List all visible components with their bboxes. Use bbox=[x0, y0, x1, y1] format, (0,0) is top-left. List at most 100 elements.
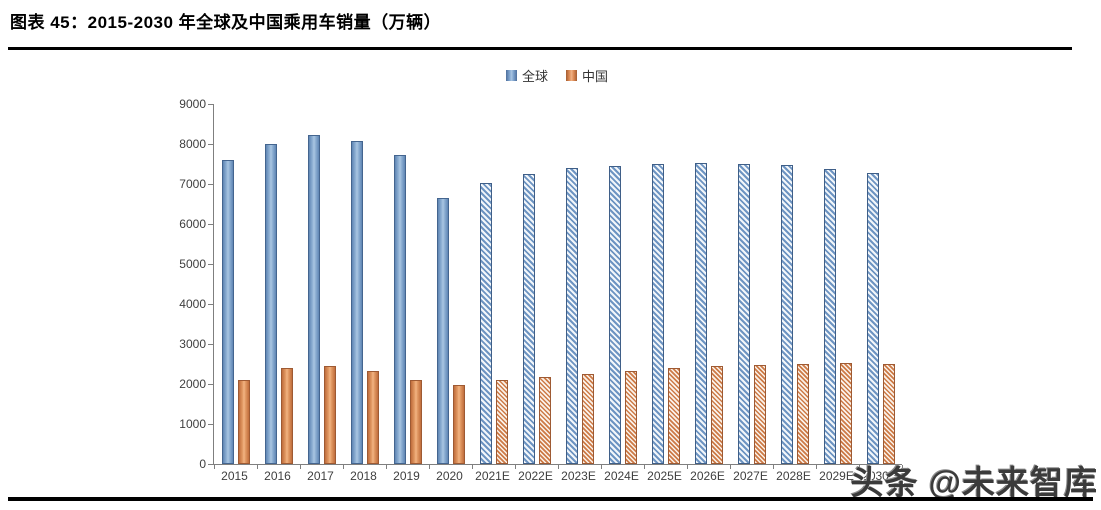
x-axis-label-2019: 2019 bbox=[393, 469, 420, 483]
x-axis-label-2025E: 2025E bbox=[647, 469, 682, 483]
x-tick-mark bbox=[428, 465, 430, 469]
bar-group-2015 bbox=[214, 104, 257, 464]
x-axis-label-2018: 2018 bbox=[350, 469, 377, 483]
bar-group-2025E bbox=[644, 104, 687, 464]
title-rule bbox=[8, 47, 1072, 50]
x-axis-label-2022E: 2022E bbox=[518, 469, 553, 483]
china-bar-2028E bbox=[796, 364, 809, 464]
x-tick-mark bbox=[815, 465, 817, 469]
global-bar-2027E bbox=[737, 164, 750, 464]
y-axis-tick-label: 4000 bbox=[179, 297, 206, 311]
bar-group-2016 bbox=[257, 104, 300, 464]
y-axis-tick-label: 3000 bbox=[179, 337, 206, 351]
china-bar-2030E bbox=[882, 364, 895, 464]
global-bar-2017 bbox=[307, 135, 320, 464]
y-axis-tick-label: 5000 bbox=[179, 257, 206, 271]
y-tick-mark bbox=[208, 223, 213, 225]
y-tick-mark bbox=[208, 263, 213, 265]
china-bar-2019 bbox=[409, 380, 422, 464]
bar-group-2028E bbox=[773, 104, 816, 464]
x-tick-mark bbox=[213, 465, 215, 469]
x-axis-labels: 2015 2016 2017 2018 2019 2020 2021E 2022E 2023E 2… bbox=[213, 469, 901, 483]
bar-group-2017 bbox=[300, 104, 343, 464]
x-axis-label-2016: 2016 bbox=[264, 469, 291, 483]
china-bar-2027E bbox=[753, 365, 766, 464]
global-bar-2024E bbox=[608, 166, 621, 464]
x-axis-label-2017: 2017 bbox=[307, 469, 334, 483]
x-axis-label-2015: 2015 bbox=[221, 469, 248, 483]
bar-group-2022E bbox=[515, 104, 558, 464]
x-tick-mark bbox=[600, 465, 602, 469]
x-tick-mark bbox=[729, 465, 731, 469]
y-tick-mark bbox=[208, 463, 213, 465]
bar-group-2029E bbox=[816, 104, 859, 464]
x-tick-mark bbox=[686, 465, 688, 469]
global-bar-2020 bbox=[436, 198, 449, 464]
x-tick-mark bbox=[385, 465, 387, 469]
x-tick-mark bbox=[514, 465, 516, 469]
x-tick-mark bbox=[342, 465, 344, 469]
watermark: 头条 @未来智库 bbox=[850, 464, 1098, 501]
global-bar-2021E bbox=[479, 183, 492, 464]
global-bar-2018 bbox=[350, 141, 363, 464]
x-axis-label-2024E: 2024E bbox=[604, 469, 639, 483]
global-bar-2016 bbox=[264, 144, 277, 464]
global-series-swatch-icon bbox=[505, 69, 517, 81]
x-tick-mark bbox=[643, 465, 645, 469]
y-axis-tick-label: 2000 bbox=[179, 377, 206, 391]
y-tick-mark bbox=[208, 303, 213, 305]
y-tick-mark bbox=[208, 343, 213, 345]
china-bar-2016 bbox=[280, 368, 293, 464]
y-tick-mark bbox=[208, 183, 213, 185]
legend-label-china: 中国 bbox=[582, 68, 609, 84]
y-axis-tick-label: 1000 bbox=[179, 417, 206, 431]
x-axis-label-2026E: 2026E bbox=[690, 469, 725, 483]
y-axis-tick-label: 6000 bbox=[179, 217, 206, 231]
y-axis-tick-label: 0 bbox=[199, 457, 206, 471]
china-bar-2029E bbox=[839, 363, 852, 464]
bar-group-2024E bbox=[601, 104, 644, 464]
china-bar-2021E bbox=[495, 380, 508, 464]
global-bar-2022E bbox=[522, 174, 535, 464]
x-tick-mark bbox=[772, 465, 774, 469]
china-series-swatch-icon bbox=[566, 69, 577, 81]
bar-group-2018 bbox=[343, 104, 386, 464]
global-bar-2025E bbox=[651, 164, 664, 464]
china-bar-2020 bbox=[452, 385, 465, 464]
china-bar-2023E bbox=[581, 374, 594, 464]
legend-label-global: 全球 bbox=[521, 68, 548, 84]
y-axis-tick-label: 9000 bbox=[179, 97, 206, 111]
bottom-rule bbox=[8, 497, 1093, 501]
bar-group-2020 bbox=[429, 104, 472, 464]
y-tick-mark bbox=[208, 143, 213, 145]
figure-title: 图表 45：2015-2030 年全球及中国乘用车销量（万辆） bbox=[10, 13, 442, 32]
x-axis-label-2030E: 2030E bbox=[862, 469, 897, 483]
bar-group-2030E bbox=[859, 104, 902, 464]
china-bar-2025E bbox=[667, 368, 680, 464]
legend-item-global: 全球 bbox=[505, 66, 548, 85]
china-bar-2026E bbox=[710, 366, 723, 464]
china-bar-2017 bbox=[323, 366, 336, 464]
x-axis-label-2027E: 2027E bbox=[733, 469, 768, 483]
x-axis-label-2029E: 2029E bbox=[819, 469, 854, 483]
global-bar-2015 bbox=[221, 160, 234, 464]
x-tick-mark bbox=[557, 465, 559, 469]
y-tick-mark bbox=[208, 103, 213, 105]
bar-group-2019 bbox=[386, 104, 429, 464]
china-bar-2015 bbox=[237, 380, 250, 464]
global-bar-2026E bbox=[694, 163, 707, 464]
bar-group-2023E bbox=[558, 104, 601, 464]
bar-group-2026E bbox=[687, 104, 730, 464]
bar-group-2021E bbox=[472, 104, 515, 464]
chart-legend: 全球 中国 bbox=[213, 66, 901, 84]
global-bar-2028E bbox=[780, 165, 793, 464]
y-tick-mark bbox=[208, 423, 213, 425]
x-tick-mark bbox=[299, 465, 301, 469]
x-tick-mark bbox=[256, 465, 258, 469]
y-axis-tick-label: 8000 bbox=[179, 137, 206, 151]
x-tick-mark bbox=[858, 465, 860, 469]
x-axis-label-2021E: 2021E bbox=[475, 469, 510, 483]
china-bar-2022E bbox=[538, 377, 551, 464]
bar-group-2027E bbox=[730, 104, 773, 464]
y-tick-mark bbox=[208, 383, 213, 385]
